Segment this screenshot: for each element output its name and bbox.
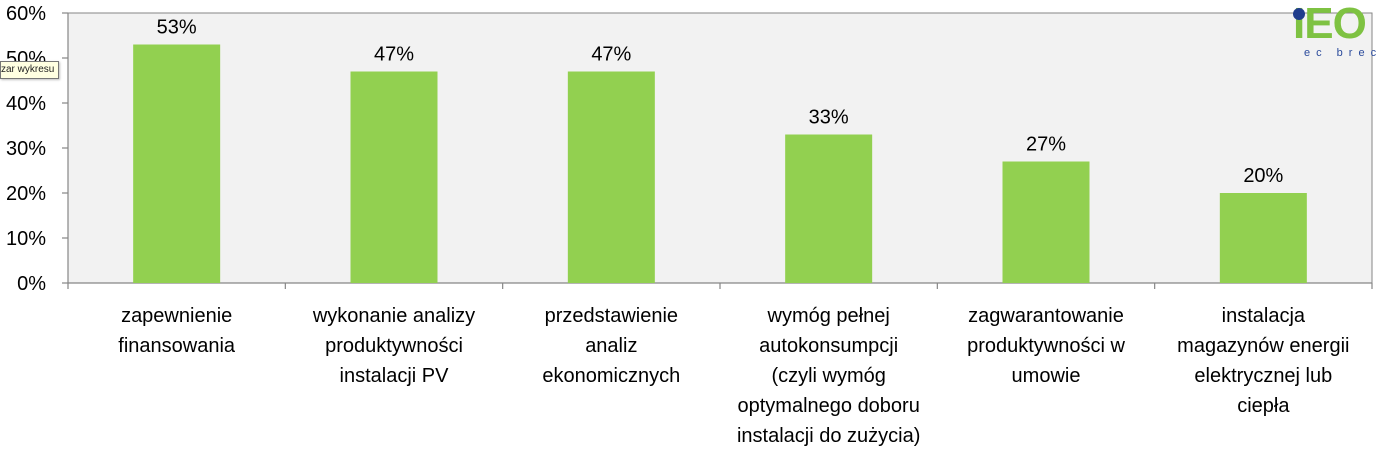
bar — [567, 71, 655, 283]
bars-group — [133, 44, 1307, 283]
bar — [350, 71, 438, 283]
category-label: analiz — [585, 335, 637, 357]
data-label: 47% — [591, 44, 631, 66]
category-label: zagwarantowanie — [968, 305, 1124, 327]
y-tick-label: 30% — [6, 138, 46, 160]
chart-area-tooltip: zar wykresu — [0, 61, 60, 79]
category-label: (czyli wymóg — [771, 365, 885, 387]
data-label: 47% — [374, 44, 414, 66]
y-tick-label: 40% — [6, 93, 46, 115]
category-label: ciepła — [1237, 395, 1290, 417]
category-label: instalacji PV — [340, 365, 450, 387]
bar — [785, 134, 873, 283]
data-labels-group: 53% 47% 47% 33% 27% 20% — [157, 17, 1284, 188]
category-label: optymalnego doboru — [737, 395, 919, 417]
category-label: zapewnienie — [121, 305, 232, 327]
y-tick-label: 10% — [6, 228, 46, 250]
category-label: produktywności w — [967, 335, 1125, 357]
logo-subtitle: ec brec — [1304, 47, 1383, 59]
data-label: 33% — [809, 107, 849, 129]
category-label: elektrycznej lub — [1194, 365, 1332, 387]
plot-area — [67, 12, 1373, 284]
x-axis — [67, 282, 1373, 289]
y-tick-label: 60% — [6, 3, 46, 25]
category-label: przedstawienie — [545, 305, 678, 327]
category-label: ekonomicznych — [542, 365, 680, 387]
category-label: finansowania — [118, 335, 236, 357]
category-label: umowie — [1012, 365, 1081, 387]
bar — [1002, 161, 1090, 283]
data-label: 27% — [1026, 134, 1066, 156]
category-label: wymóg pełnej — [767, 305, 890, 327]
logo-dot-icon — [1293, 8, 1305, 20]
category-label: instalacja — [1222, 305, 1306, 327]
logo-wordmark: IEO — [1293, 0, 1367, 48]
category-label: autokonsumpcji — [759, 335, 898, 357]
y-axis: 0%10%20%30%40%50%60% — [6, 3, 69, 295]
category-labels-group: zapewnienie finansowania wykonanie analizy… — [118, 305, 1349, 447]
data-label: 53% — [157, 17, 197, 39]
bar — [133, 44, 221, 283]
category-label: magazynów energii — [1177, 335, 1349, 357]
bar — [1219, 193, 1307, 283]
y-tick-label: 0% — [17, 273, 46, 295]
y-tick-label: 20% — [6, 183, 46, 205]
category-label: wykonanie analizy — [312, 305, 475, 327]
data-label: 20% — [1243, 165, 1283, 187]
category-label: produktywności — [325, 335, 463, 357]
category-label: instalacji do zużycia) — [737, 425, 920, 447]
